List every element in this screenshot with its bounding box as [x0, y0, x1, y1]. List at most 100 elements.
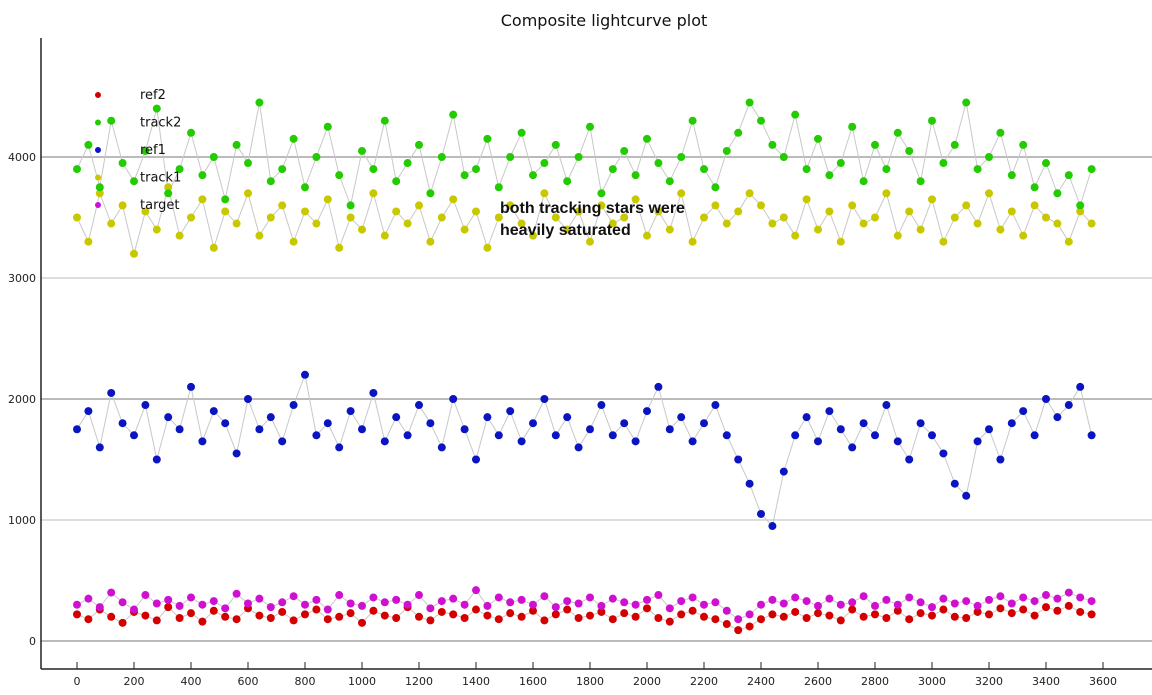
point-target [700, 600, 708, 609]
point-ref1 [882, 401, 891, 410]
point-track2 [540, 159, 549, 168]
point-target [164, 595, 173, 604]
point-track2 [244, 159, 252, 168]
point-ref2 [643, 604, 651, 613]
point-ref1 [130, 431, 138, 440]
point-target [1007, 599, 1016, 608]
point-ref2 [734, 626, 743, 635]
point-target [358, 601, 366, 610]
point-track2 [722, 146, 731, 155]
point-target [631, 600, 640, 609]
point-ref1 [517, 437, 526, 446]
point-target [722, 606, 731, 615]
point-ref2 [301, 610, 309, 619]
point-ref1 [893, 437, 902, 446]
point-track2 [643, 134, 651, 143]
point-track2 [437, 153, 446, 161]
point-ref2 [529, 606, 537, 615]
point-track2 [1064, 171, 1073, 180]
point-ref1 [677, 413, 686, 422]
point-track1 [278, 201, 287, 210]
point-ref1 [871, 431, 879, 440]
point-ref1 [631, 437, 640, 446]
point-ref1 [278, 437, 287, 446]
point-track2 [734, 128, 743, 137]
point-ref1 [266, 413, 275, 422]
point-ref1 [415, 401, 423, 410]
point-ref2 [1076, 607, 1085, 616]
point-target [1076, 593, 1085, 602]
point-target [871, 601, 879, 610]
point-ref2 [449, 610, 458, 619]
point-track1 [574, 207, 583, 216]
point-ref1 [301, 370, 309, 379]
x-tick-label: 3200 [975, 675, 1003, 688]
point-target [677, 597, 686, 606]
point-ref1 [369, 388, 378, 397]
point-ref2 [494, 615, 503, 624]
point-ref2 [791, 607, 800, 616]
point-ref1 [722, 431, 731, 440]
point-ref2 [175, 614, 184, 623]
point-track1 [1042, 213, 1050, 222]
point-target [517, 595, 526, 604]
point-target [209, 597, 218, 606]
point-target [255, 594, 264, 603]
point-target [586, 593, 594, 602]
point-track2 [757, 116, 765, 125]
point-track2 [392, 177, 401, 186]
point-track2 [460, 171, 469, 180]
point-ref1 [996, 455, 1005, 464]
point-track1 [107, 219, 116, 228]
point-track2 [700, 165, 708, 174]
point-track2 [289, 134, 298, 143]
point-ref1 [472, 455, 480, 464]
point-target [380, 598, 389, 607]
point-track2 [494, 183, 503, 192]
point-ref1 [608, 431, 617, 440]
point-ref1 [107, 388, 116, 397]
point-track1 [198, 195, 207, 204]
x-tick-label: 2200 [690, 675, 718, 688]
point-track2 [426, 189, 435, 198]
point-ref1 [905, 455, 914, 464]
point-target [757, 600, 765, 609]
point-track1 [529, 231, 537, 240]
point-track2 [1007, 171, 1016, 180]
point-target [540, 592, 549, 601]
point-track2 [312, 153, 321, 161]
point-track2 [779, 153, 788, 161]
point-track1 [1076, 207, 1085, 216]
point-track2 [1030, 183, 1039, 192]
point-track2 [893, 128, 902, 137]
point-track2 [871, 140, 879, 149]
point-track1 [882, 189, 891, 198]
point-track2 [187, 128, 195, 137]
point-track2 [950, 140, 959, 149]
point-target [1053, 594, 1062, 603]
point-ref1 [551, 431, 560, 440]
point-track2 [95, 183, 104, 192]
point-target [574, 599, 583, 608]
point-target [597, 601, 606, 610]
point-track1 [768, 219, 777, 228]
point-ref2 [802, 614, 811, 623]
point-ref2 [266, 614, 275, 623]
point-track2 [529, 171, 537, 180]
point-target [312, 595, 321, 604]
point-track1 [1064, 237, 1073, 246]
point-ref2 [1007, 609, 1016, 618]
point-track2 [802, 165, 811, 174]
x-tick-label: 2600 [804, 675, 832, 688]
legend-marker-ref2 [95, 92, 101, 98]
point-target [779, 599, 788, 608]
series-line-ref1 [76, 372, 1093, 528]
point-ref1 [380, 437, 389, 446]
point-ref1 [152, 455, 161, 464]
point-target [1019, 593, 1028, 602]
point-ref2 [312, 605, 321, 614]
x-tick-label: 200 [124, 675, 145, 688]
point-track1 [73, 213, 81, 222]
point-ref2 [722, 620, 731, 629]
point-target [654, 591, 663, 600]
